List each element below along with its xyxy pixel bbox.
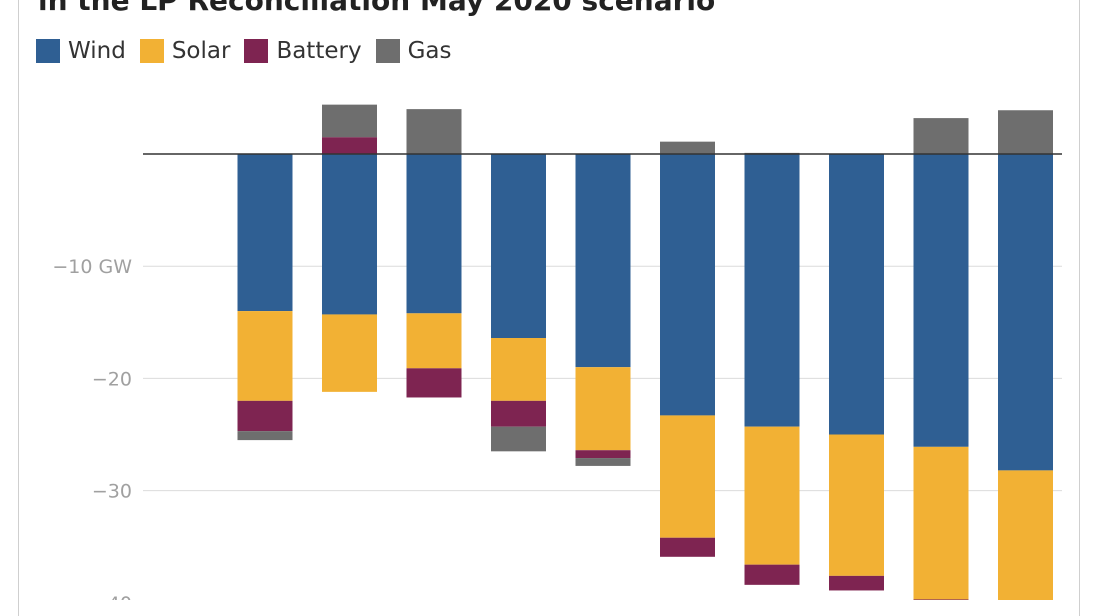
legend-swatch-wind	[36, 39, 60, 63]
bar-segment-gas	[660, 141, 715, 154]
legend-item-wind: Wind	[36, 38, 126, 64]
bar-segment-solar	[237, 311, 293, 401]
bar-segment-solar	[998, 470, 1053, 600]
bar-segment-battery	[660, 537, 715, 557]
bar-segment-gas	[406, 109, 462, 154]
bar-segment-solar	[660, 415, 715, 538]
bar-segment-wind	[406, 154, 462, 314]
legend-label-solar: Solar	[171, 38, 231, 64]
bar-segment-wind	[829, 154, 884, 435]
bar-segment-gas	[575, 458, 631, 466]
bar-segment-solar	[744, 426, 800, 565]
bar-segment-wind	[491, 154, 546, 339]
legend-label-battery: Battery	[276, 38, 362, 64]
stacked-bar-chart: −10 GW −20 −30 −40	[52, 104, 1062, 600]
legend-item-gas: Gas	[375, 38, 452, 64]
bar-segment-solar	[575, 367, 631, 451]
legend-item-battery: Battery	[244, 38, 362, 64]
bar-segment-gas	[322, 104, 377, 138]
bar-segment-battery	[322, 137, 377, 154]
bar-segment-solar	[406, 313, 462, 369]
legend-swatch-battery	[244, 39, 269, 63]
bar-segment-battery	[575, 450, 631, 459]
legend-item-solar: Solar	[139, 38, 231, 64]
legend-label-wind: Wind	[68, 38, 126, 64]
bar-segment-solar	[913, 446, 969, 600]
bar-segment-gas	[998, 110, 1053, 154]
bar-segment-wind	[998, 154, 1053, 471]
bar-segment-wind	[660, 154, 715, 416]
bar-segment-battery	[829, 575, 884, 591]
bar-segment-wind	[237, 154, 293, 312]
y-tick-label: −10 GW	[52, 256, 132, 278]
bar-segment-wind	[322, 154, 377, 315]
y-tick-label: −20	[92, 368, 132, 390]
bar-segment-solar	[491, 338, 546, 401]
bar-segment-battery	[237, 400, 293, 432]
bar-segment-battery	[744, 564, 800, 585]
chart-frame	[18, 0, 1080, 616]
bar-segment-battery	[491, 400, 546, 427]
y-tick-label: −30	[92, 481, 132, 503]
bar-segment-gas	[913, 118, 969, 154]
y-tick-label: −40	[92, 593, 132, 600]
legend-label-gas: Gas	[407, 38, 452, 64]
legend-swatch-gas	[375, 39, 400, 63]
bar-segment-solar	[829, 434, 884, 576]
bar-segment-gas	[237, 431, 293, 441]
bar-segment-solar	[322, 314, 377, 392]
bar-segment-wind	[575, 154, 631, 368]
legend-swatch-solar	[139, 39, 164, 63]
bar-segment-gas	[491, 426, 546, 452]
bar-segment-battery	[406, 368, 462, 398]
chart-title: in the LP Reconciliation May 2020 scenar…	[38, 0, 716, 17]
bar-segment-wind	[744, 154, 800, 427]
legend: Wind Solar Battery Gas	[36, 38, 465, 64]
bar-segment-wind	[913, 154, 969, 447]
